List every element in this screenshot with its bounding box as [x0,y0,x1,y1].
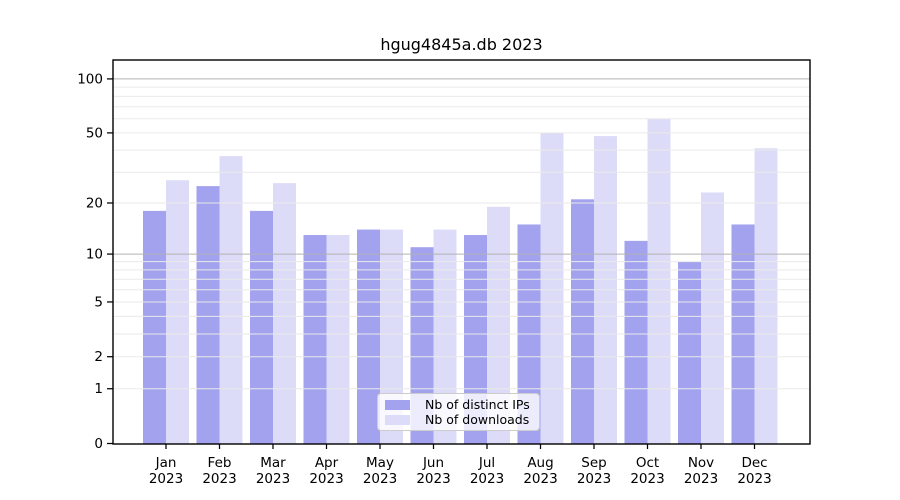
x-tick-label-month: Aug [527,455,553,471]
y-tick-label: 20 [86,195,103,211]
bar-downloads [273,183,296,444]
x-tick-label-year: 2023 [416,471,450,487]
x-tick-label-month: Feb [208,455,232,471]
legend-label-distinct-ips: Nb of distinct IPs [425,397,530,412]
bar-downloads [219,156,243,444]
bar-downloads [487,206,510,444]
bar-downloads [380,229,403,444]
bar-distinct-ips [196,186,220,445]
y-tick-label: 50 [86,125,103,141]
bar-downloads [701,192,724,444]
legend-swatch-downloads [385,414,410,425]
y-tick-label: 1 [94,381,103,397]
x-tick-label-year: 2023 [523,471,557,487]
bar-distinct-ips [464,235,487,444]
chart-title: hgug4845a.db 2023 [380,35,543,54]
bar-downloads [433,229,457,444]
y-tick-label: 0 [94,436,103,452]
x-tick-label-year: 2023 [309,471,343,487]
bar-downloads [326,235,350,444]
x-tick-label-month: Jan [155,455,177,471]
bar-distinct-ips [250,210,273,444]
y-tick-label: 10 [86,247,103,263]
legend-label-downloads: Nb of downloads [425,412,530,427]
y-tick-label: 5 [94,294,103,310]
bar-distinct-ips [357,229,380,444]
y-tick-label: 100 [77,71,103,87]
legend-item-distinct-ips: Nb of distinct IPs [378,397,539,412]
bar-downloads [540,132,564,444]
x-tick-label-month: Dec [741,455,767,471]
x-tick-label-month: May [366,455,394,471]
bar-distinct-ips [678,261,701,444]
axis-frame [112,59,811,445]
x-tick-label-year: 2023 [737,471,771,487]
x-tick-label-year: 2023 [363,471,397,487]
bar-downloads [754,148,778,444]
bar-distinct-ips [571,199,594,444]
x-tick-label-month: Sep [581,455,606,471]
x-tick-label-year: 2023 [630,471,664,487]
x-tick-label-month: Jun [422,455,444,471]
bar-downloads [166,180,189,444]
x-tick-label-month: Mar [260,455,286,471]
bar-distinct-ips [303,235,327,444]
legend-item-downloads: Nb of downloads [378,412,539,427]
x-tick-label-month: Jul [478,455,495,471]
legend: Nb of distinct IPs Nb of downloads [377,393,540,431]
x-tick-label-year: 2023 [577,471,611,487]
x-tick-label-month: Oct [636,455,659,471]
bar-downloads [647,118,671,444]
x-tick-label-year: 2023 [149,471,183,487]
legend-swatch-distinct-ips [385,399,410,410]
y-tick-label: 2 [94,349,103,365]
x-tick-label-year: 2023 [684,471,718,487]
x-tick-label-year: 2023 [256,471,290,487]
bar-distinct-ips [143,210,166,444]
x-tick-label-month: Apr [315,455,339,471]
x-tick-label-year: 2023 [470,471,504,487]
x-tick-label-month: Nov [688,455,714,471]
bar-distinct-ips [624,240,648,444]
x-tick-label-year: 2023 [202,471,236,487]
